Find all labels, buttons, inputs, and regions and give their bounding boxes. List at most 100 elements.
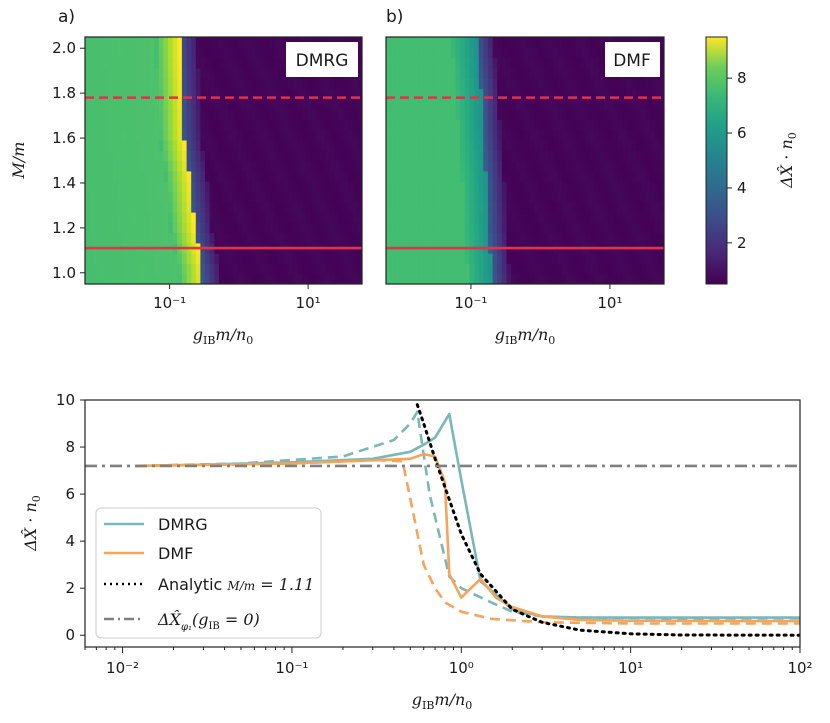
heatmap-cell — [497, 37, 503, 48]
heatmap-cell — [232, 222, 238, 234]
heatmap-cell — [529, 98, 535, 110]
heatmap-cell — [274, 37, 280, 48]
heatmap-cell — [399, 232, 406, 244]
heatmap-cell — [172, 139, 178, 151]
heatmap-cell — [89, 67, 95, 79]
heatmap-cell — [390, 47, 396, 59]
heatmap-cell — [154, 37, 160, 48]
heatmap-cell — [478, 78, 484, 90]
heatmap-cell — [103, 232, 109, 244]
heatmap-cell — [334, 150, 340, 162]
heatmap-cell — [418, 88, 424, 100]
heatmap-cell — [525, 253, 531, 264]
heatmap-cell — [94, 232, 100, 244]
heatmap-cell — [186, 273, 192, 284]
heatmap-cell — [209, 263, 215, 275]
heatmap-cell — [538, 129, 545, 141]
heatmap-cell — [352, 191, 358, 203]
heatmap-cell — [94, 78, 100, 90]
heatmap-cell — [386, 232, 392, 244]
heatmap-cell — [269, 181, 275, 192]
heatmap-cell — [357, 88, 362, 100]
heatmap-cell — [548, 160, 554, 172]
y-tick-label: 0 — [65, 626, 75, 644]
heatmap-cell — [631, 263, 637, 275]
heatmap-cell — [538, 253, 545, 264]
heatmap-cell — [89, 98, 95, 110]
heatmap-cell — [320, 212, 326, 223]
heatmap-cell — [617, 78, 623, 90]
heatmap-cell — [395, 67, 401, 79]
x-tick-label: 10¹ — [296, 294, 321, 312]
heatmap-cell — [617, 253, 623, 264]
heatmap-cell — [548, 201, 554, 213]
heatmap-cell — [195, 57, 201, 69]
heatmap-cell — [441, 88, 447, 100]
heatmap-cell — [265, 232, 271, 244]
heatmap-cell — [329, 263, 335, 275]
heatmap-cell — [149, 253, 155, 264]
heatmap-cell — [302, 181, 308, 192]
heatmap-cell — [131, 37, 137, 48]
heatmap-cell — [348, 98, 354, 110]
heatmap-cell — [237, 273, 243, 284]
heatmap-cell — [515, 78, 521, 90]
heatmap-cell — [557, 232, 563, 244]
heatmap-cell — [538, 201, 545, 213]
heatmap-cell — [608, 253, 614, 264]
heatmap-cell — [501, 212, 507, 223]
heatmap-cell — [140, 57, 146, 69]
heatmap-cell — [154, 129, 160, 141]
heatmap-cell — [325, 109, 331, 120]
heatmap-cell — [613, 181, 619, 192]
heatmap-cell — [292, 160, 298, 172]
heatmap-cell — [168, 232, 174, 244]
heatmap-cell — [538, 47, 545, 59]
heatmap-cell — [348, 181, 354, 192]
heatmap-cell — [292, 222, 298, 234]
heatmap-cell — [302, 170, 308, 182]
heatmap-cell — [515, 232, 521, 244]
heatmap-cell — [302, 119, 308, 131]
heatmap-cell — [269, 67, 275, 79]
heatmap-cell — [566, 150, 572, 162]
heatmap-cell — [242, 191, 248, 203]
heatmap-cell — [149, 201, 155, 213]
heatmap-cell — [446, 47, 452, 59]
heatmap-cell — [274, 57, 280, 69]
heatmap-cell — [585, 88, 591, 100]
heatmap-cell — [195, 37, 201, 48]
heatmap-cell — [223, 67, 229, 79]
heatmap-cell — [265, 57, 271, 69]
heatmap-cell — [515, 57, 521, 69]
heatmap-cell — [269, 201, 275, 213]
heatmap-cell — [311, 160, 317, 172]
heatmap-cell — [585, 232, 591, 244]
heatmap-cell — [228, 98, 234, 110]
heatmap-cell — [297, 201, 303, 213]
heatmap-cell — [232, 150, 238, 162]
heatmap-cell — [511, 191, 517, 203]
heatmap-cell — [205, 37, 211, 48]
heatmap-cell — [613, 160, 619, 172]
heatmap-cell — [515, 139, 521, 151]
heatmap-cell — [399, 129, 406, 141]
heatmap-cell — [562, 150, 568, 162]
heatmap-cell — [515, 109, 521, 120]
heatmap-cell — [154, 139, 160, 151]
heatmap-cell — [529, 181, 535, 192]
heatmap-cell — [352, 273, 358, 284]
heatmap-cell — [474, 253, 480, 264]
heatmap-cell — [343, 201, 349, 213]
heatmap-cell — [432, 78, 438, 90]
heatmap-cell — [242, 37, 248, 48]
heatmap-cell — [511, 181, 517, 192]
heatmap-cell — [548, 47, 554, 59]
heatmap-cell — [650, 98, 656, 110]
heatmap-cell — [232, 47, 238, 59]
heatmap-cell — [117, 47, 123, 59]
heatmap-cell — [329, 222, 335, 234]
heatmap-cell — [117, 37, 123, 48]
heatmap-cell — [548, 129, 554, 141]
heatmap-cell — [446, 273, 452, 284]
